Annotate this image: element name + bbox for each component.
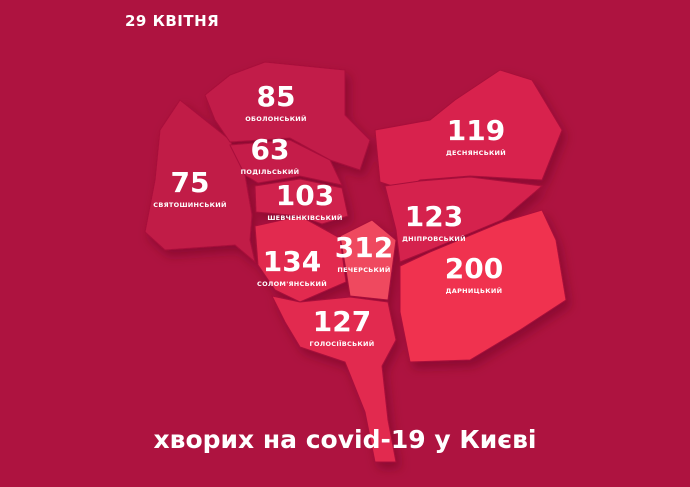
- cases-solomianskyi: 134: [262, 245, 322, 278]
- name-sviatoshyn: СВЯТОШИНСЬКИЙ: [153, 201, 227, 209]
- name-shevchenko: ШЕВЧЕНКІВСЬКИЙ: [267, 214, 343, 222]
- cases-sviatoshyn: 75: [170, 166, 210, 199]
- name-pechersk: ПЕЧЕРСЬКИЙ: [337, 266, 391, 274]
- label-desna: 119 ДЕСНЯНСЬКИЙ: [416, 114, 536, 157]
- name-solomianskyi: СОЛОМ'ЯНСЬКИЙ: [257, 280, 327, 288]
- label-shevchenko: 103 ШЕВЧЕНКІВСЬКИЙ: [245, 179, 365, 222]
- name-podil: ПОДІЛЬСЬКИЙ: [240, 168, 300, 176]
- label-holosiiv: 127 ГОЛОСІЇВСЬКИЙ: [282, 305, 402, 348]
- name-holosiiv: ГОЛОСІЇВСЬКИЙ: [309, 340, 375, 348]
- district-podil: [229, 139, 343, 186]
- district-holosiiv: [271, 295, 397, 463]
- name-desna: ДЕСНЯНСЬКИЙ: [445, 149, 507, 157]
- district-solomianskyi: [254, 215, 347, 303]
- label-solomianskyi: 134 СОЛОМ'ЯНСЬКИЙ: [232, 245, 352, 288]
- district-dnipro: [384, 176, 544, 263]
- cases-shevchenko: 103: [275, 179, 335, 212]
- date-title: 29 КВІТНЯ: [125, 12, 220, 30]
- caption: хворих на covid-19 у Києві: [153, 425, 537, 454]
- cases-obolon: 85: [256, 80, 296, 113]
- label-obolon: 85 ОБОЛОНСЬКИЙ: [216, 80, 336, 123]
- cases-podil: 63: [250, 133, 290, 166]
- district-darnytsia: [399, 209, 567, 363]
- district-obolon: [204, 61, 371, 171]
- cases-darnytsia: 200: [444, 252, 504, 285]
- label-dnipro: 123 ДНІПРОВСЬКИЙ: [374, 200, 494, 243]
- name-obolon: ОБОЛОНСЬКИЙ: [245, 115, 307, 123]
- label-sviatoshyn: 75 СВЯТОШИНСЬКИЙ: [130, 166, 250, 209]
- district-shevchenko: [254, 178, 349, 225]
- cases-pechersk: 312: [334, 231, 394, 264]
- label-podil: 63 ПОДІЛЬСЬКИЙ: [210, 133, 330, 176]
- label-darnytsia: 200 ДАРНИЦЬКИЙ: [414, 252, 534, 295]
- label-pechersk: 312 ПЕЧЕРСЬКИЙ: [304, 231, 424, 274]
- name-darnytsia: ДАРНИЦЬКИЙ: [445, 287, 503, 295]
- name-dnipro: ДНІПРОВСЬКИЙ: [402, 235, 466, 243]
- district-pechersk: [339, 219, 397, 301]
- cases-holosiiv: 127: [312, 305, 372, 338]
- cases-dnipro: 123: [404, 200, 464, 233]
- cases-desna: 119: [446, 114, 506, 147]
